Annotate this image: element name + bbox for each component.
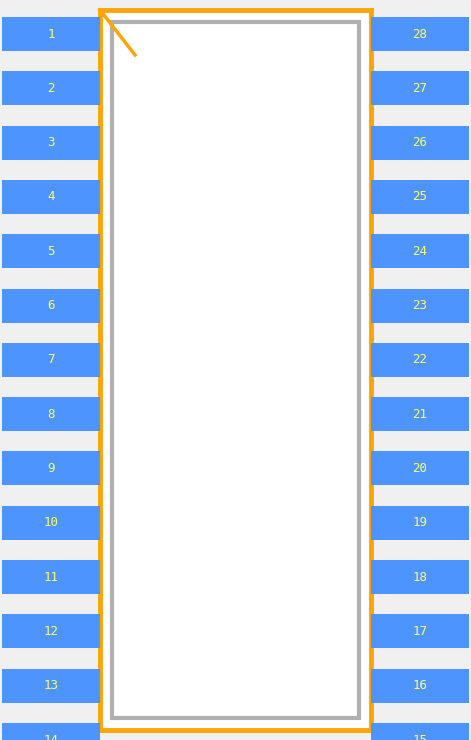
- Bar: [371, 505, 469, 539]
- Text: 25: 25: [413, 190, 428, 204]
- Bar: [2, 451, 100, 485]
- Text: 13: 13: [43, 679, 58, 692]
- Text: 20: 20: [413, 462, 428, 475]
- Text: 3: 3: [47, 136, 55, 149]
- Bar: [112, 22, 359, 718]
- Text: 9: 9: [47, 462, 55, 475]
- Bar: [371, 289, 469, 323]
- Bar: [371, 397, 469, 431]
- Text: 17: 17: [413, 625, 428, 638]
- Text: 2: 2: [47, 82, 55, 95]
- Text: 11: 11: [43, 571, 58, 584]
- Text: 16: 16: [413, 679, 428, 692]
- Bar: [371, 126, 469, 160]
- Text: 22: 22: [413, 353, 428, 366]
- Bar: [2, 17, 100, 51]
- Text: 15: 15: [413, 733, 428, 740]
- Bar: [371, 17, 469, 51]
- Bar: [2, 614, 100, 648]
- Bar: [371, 723, 469, 740]
- Bar: [2, 235, 100, 268]
- Bar: [371, 669, 469, 703]
- Bar: [2, 71, 100, 105]
- Text: 12: 12: [43, 625, 58, 638]
- Bar: [371, 235, 469, 268]
- Text: 23: 23: [413, 299, 428, 312]
- Bar: [2, 560, 100, 594]
- Text: 24: 24: [413, 245, 428, 258]
- Text: 28: 28: [413, 27, 428, 41]
- Bar: [100, 10, 371, 730]
- Text: 1: 1: [47, 27, 55, 41]
- Text: 27: 27: [413, 82, 428, 95]
- Bar: [371, 343, 469, 377]
- Bar: [371, 451, 469, 485]
- Bar: [2, 397, 100, 431]
- Text: 6: 6: [47, 299, 55, 312]
- Text: 21: 21: [413, 408, 428, 420]
- Text: 10: 10: [43, 517, 58, 529]
- Bar: [2, 180, 100, 214]
- Bar: [371, 560, 469, 594]
- Text: 4: 4: [47, 190, 55, 204]
- Text: 7: 7: [47, 353, 55, 366]
- Bar: [2, 669, 100, 703]
- Text: 5: 5: [47, 245, 55, 258]
- Bar: [371, 180, 469, 214]
- Text: 19: 19: [413, 517, 428, 529]
- Bar: [2, 289, 100, 323]
- Text: 26: 26: [413, 136, 428, 149]
- Bar: [371, 614, 469, 648]
- Bar: [371, 71, 469, 105]
- Bar: [2, 505, 100, 539]
- Text: 14: 14: [43, 733, 58, 740]
- Text: 8: 8: [47, 408, 55, 420]
- Text: 18: 18: [413, 571, 428, 584]
- Bar: [2, 343, 100, 377]
- Bar: [2, 723, 100, 740]
- Bar: [2, 126, 100, 160]
